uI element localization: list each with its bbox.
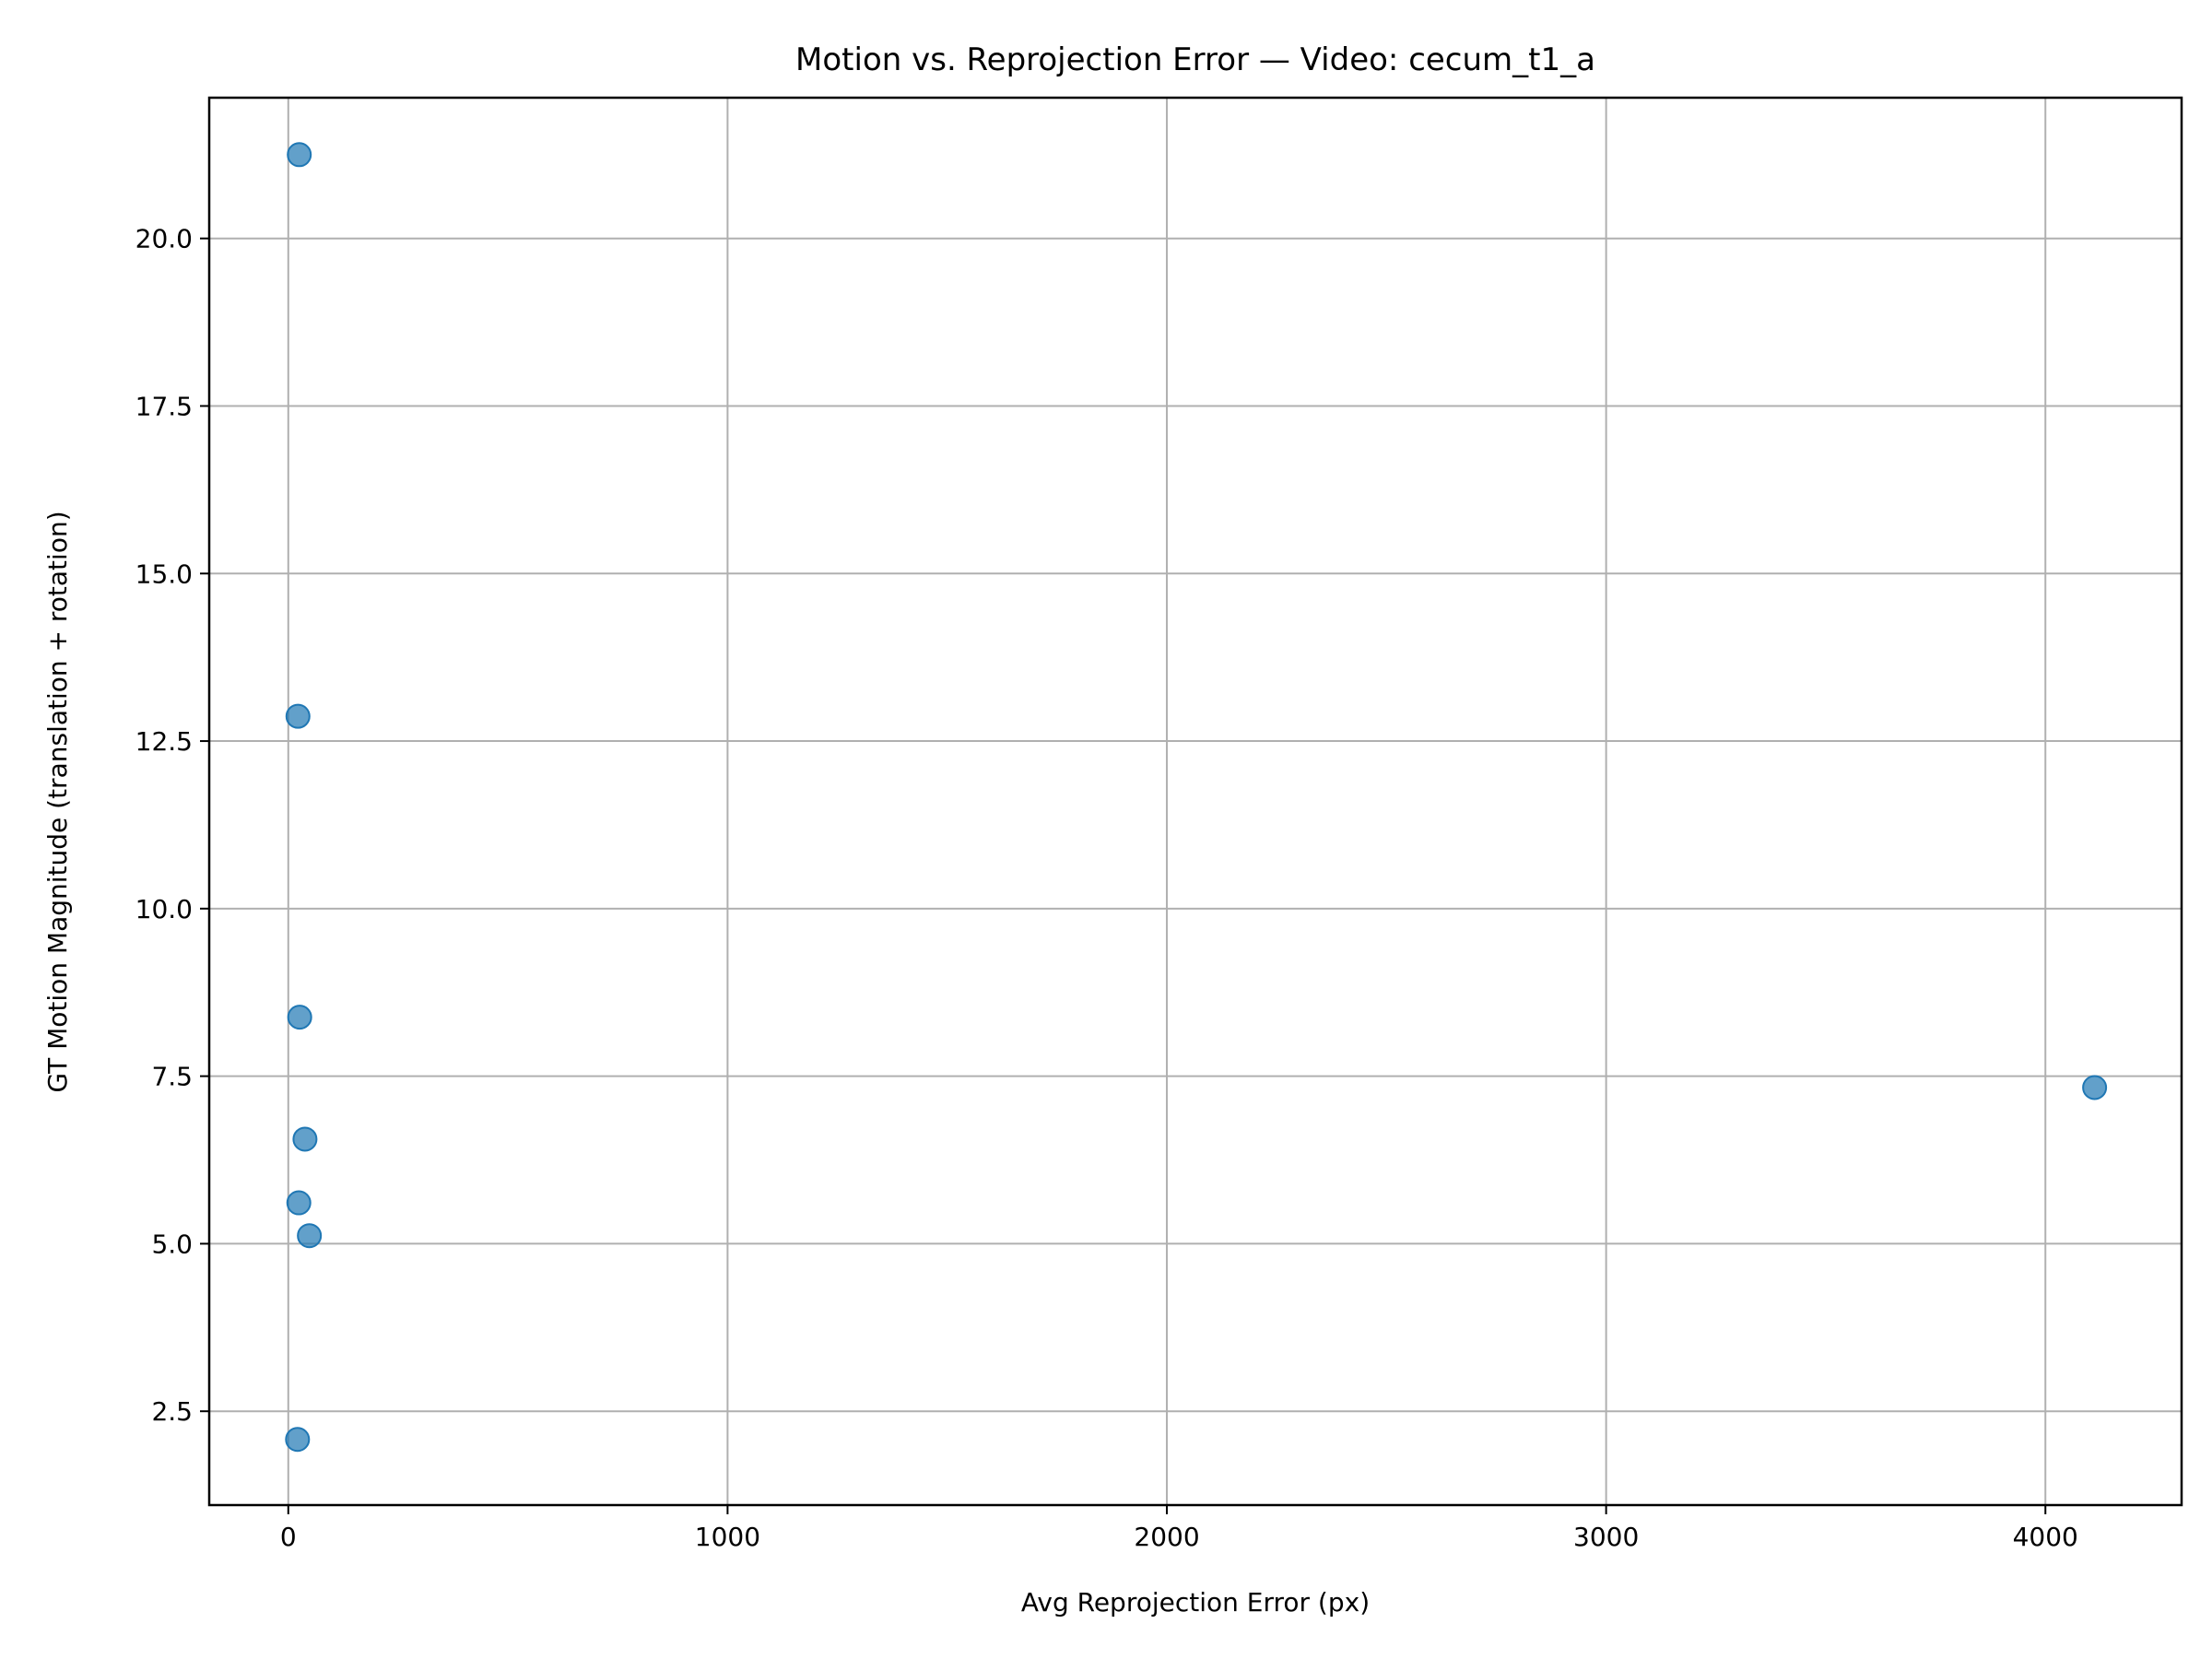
scatter-point — [2082, 1075, 2108, 1100]
y-tick-label: 7.5 — [151, 1062, 193, 1092]
scatter-point — [287, 1005, 312, 1030]
scatter-point — [286, 1190, 312, 1216]
grid-lines — [209, 98, 2182, 1505]
x-tick-label: 2000 — [1134, 1522, 1199, 1552]
y-tick-label: 20.0 — [135, 224, 193, 254]
y-axis-label: GT Motion Magnitude (translation + rotat… — [42, 511, 73, 1092]
plot-frame — [207, 96, 2183, 1507]
y-axis-ticks: 2.5 5.0 7.5 10.0 12.5 15.0 17.5 20.0 — [135, 224, 209, 1427]
y-tick-label: 5.0 — [151, 1229, 193, 1259]
y-tick-label: 17.5 — [135, 391, 193, 421]
y-tick-label: 15.0 — [135, 559, 193, 589]
chart-title: Motion vs. Reprojection Error — Video: c… — [795, 41, 1595, 78]
data-points — [285, 142, 2108, 1453]
scatter-point — [285, 1427, 311, 1453]
x-tick-label: 4000 — [2013, 1522, 2078, 1552]
x-tick-label: 1000 — [695, 1522, 760, 1552]
x-tick-label: 3000 — [1573, 1522, 1639, 1552]
scatter-point — [285, 703, 311, 729]
scatter-point — [287, 142, 312, 168]
scatter-point — [297, 1223, 323, 1249]
x-axis-label: Avg Reprojection Error (px) — [1021, 1587, 1370, 1618]
x-axis-ticks: 0 1000 2000 3000 4000 — [280, 1505, 2078, 1552]
scatter-point — [292, 1126, 318, 1152]
x-tick-label: 0 — [280, 1522, 297, 1552]
y-tick-label: 12.5 — [135, 726, 193, 757]
y-tick-label: 2.5 — [151, 1396, 193, 1427]
y-tick-label: 10.0 — [135, 894, 193, 924]
